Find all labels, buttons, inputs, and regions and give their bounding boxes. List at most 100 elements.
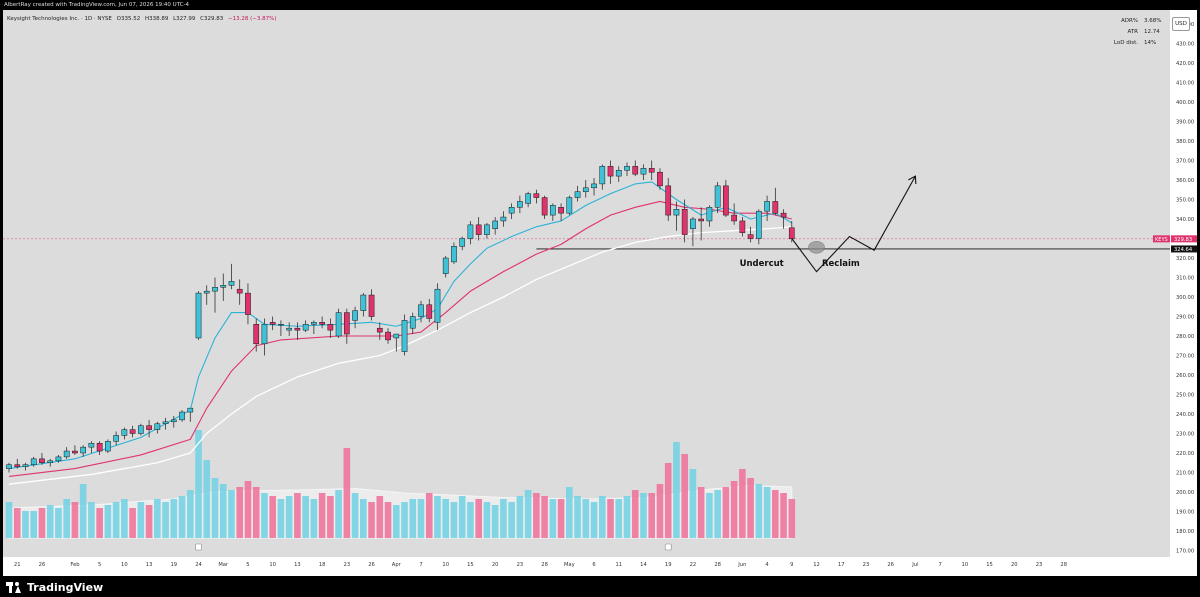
volume-bar [277, 499, 285, 538]
candle [582, 180, 589, 198]
volume-bar [483, 502, 491, 538]
price-axis[interactable]: 170.00 180.00 190.00 200.00 210.00 220.00 230.… [1153, 22, 1197, 555]
candle-body [401, 320, 408, 352]
candle [723, 180, 729, 218]
price-tick-label: 190.00 [1176, 510, 1194, 516]
volume-bar [88, 502, 95, 538]
candle-body [657, 171, 663, 187]
candle-body [632, 166, 639, 175]
candle-body [195, 292, 202, 339]
candle-body [492, 220, 499, 229]
volume-bar [664, 463, 672, 538]
candle-body [236, 288, 243, 294]
currency-button[interactable]: USD [1172, 17, 1190, 31]
volume-bar [500, 499, 507, 538]
candle-body [591, 183, 597, 189]
time-tick-label: 28 [541, 562, 548, 568]
time-tick-label: 21 [14, 562, 21, 568]
candle [88, 441, 95, 453]
price-tick-label: 340.00 [1176, 217, 1194, 223]
candle-body [80, 446, 87, 454]
candle [401, 314, 408, 356]
volume-bar [71, 502, 79, 538]
symbol-name[interactable]: Keysight Technologies Inc. · 1D · NYSE [7, 16, 112, 22]
tradingview-logo[interactable]: TradingView [6, 581, 103, 594]
time-tick-label: 13 [294, 562, 301, 568]
candle [780, 209, 787, 229]
candle [648, 160, 655, 180]
volume-bar [195, 430, 202, 538]
time-axis[interactable]: 21 26 Feb 5 10 13 19 24 Mar 5 10 13 18 23 26 Apr 7 10 15 20… [14, 562, 1067, 568]
symbol-tag: KEYS [1155, 237, 1168, 243]
volume-bar [623, 496, 631, 538]
candle-body [47, 460, 54, 463]
stats-row: LoD dist. 14% [1098, 38, 1164, 49]
volume-bar [162, 502, 169, 538]
candle [55, 454, 62, 463]
volume-bars [5, 430, 796, 551]
candle-body [731, 214, 737, 222]
undercut-circle-marker [808, 240, 825, 254]
candle-body [146, 425, 152, 430]
candle-body [442, 257, 449, 274]
volume-bar [327, 496, 334, 538]
candle-body [541, 197, 548, 216]
price-tick-label: 230.00 [1176, 432, 1194, 438]
candle-body [788, 227, 795, 240]
candle [319, 316, 325, 329]
stats-row: ATR 12.74 [1098, 27, 1164, 38]
annotations: Undercut Reclaim [740, 175, 917, 273]
candle-body [302, 324, 309, 331]
volume-bar [475, 499, 482, 538]
volume-bar [739, 469, 746, 538]
volume-bar [730, 481, 738, 538]
candle [179, 410, 185, 422]
time-tick-label: Jun [737, 562, 746, 568]
volume-bar [656, 484, 664, 538]
price-chart[interactable]: Undercut Reclaim 170.00 180.00 190.00 200.00… [0, 10, 1200, 576]
volume-bar [368, 502, 375, 538]
volume-bar [170, 499, 178, 538]
candle-body [451, 246, 457, 263]
candle-body [574, 191, 581, 198]
volume-bar [434, 496, 441, 538]
candle-body [434, 288, 441, 323]
price-tick-label: 430.00 [1176, 42, 1194, 48]
candle-body [772, 201, 779, 214]
time-tick-label: 19 [665, 562, 672, 568]
candle [755, 209, 762, 245]
candle [492, 217, 499, 235]
earnings-marker [195, 543, 202, 551]
volume-bar [607, 499, 614, 538]
candle-body [533, 193, 540, 198]
volume-bar [425, 493, 433, 538]
volume-bar [516, 496, 524, 538]
time-axis-background [3, 557, 1170, 576]
candle [14, 458, 21, 469]
volume-bar [384, 502, 392, 538]
volume-bar [689, 469, 697, 538]
candle [368, 289, 375, 321]
time-tick-label: 15 [467, 562, 474, 568]
time-tick-label: 28 [714, 562, 721, 568]
time-tick-label: 7 [419, 562, 422, 568]
plot-background [3, 10, 1170, 576]
volume-bar [401, 502, 408, 538]
candle-body [14, 464, 21, 467]
candle-body [129, 429, 136, 434]
candle [475, 217, 482, 241]
candle [549, 203, 556, 221]
price-axis-background [1170, 10, 1197, 576]
close-value: C329.83 [200, 16, 224, 22]
volume-bar [376, 496, 384, 538]
volume-bar [360, 499, 367, 538]
candle [525, 191, 531, 208]
time-tick-label: 23 [517, 562, 524, 568]
time-tick-label: 10 [442, 562, 449, 568]
time-tick-label: 23 [344, 562, 351, 568]
volume-bar [219, 484, 227, 538]
projection-path [791, 175, 916, 273]
volume-bar [450, 502, 458, 538]
candle [624, 162, 630, 177]
time-tick-label: 18 [319, 562, 326, 568]
